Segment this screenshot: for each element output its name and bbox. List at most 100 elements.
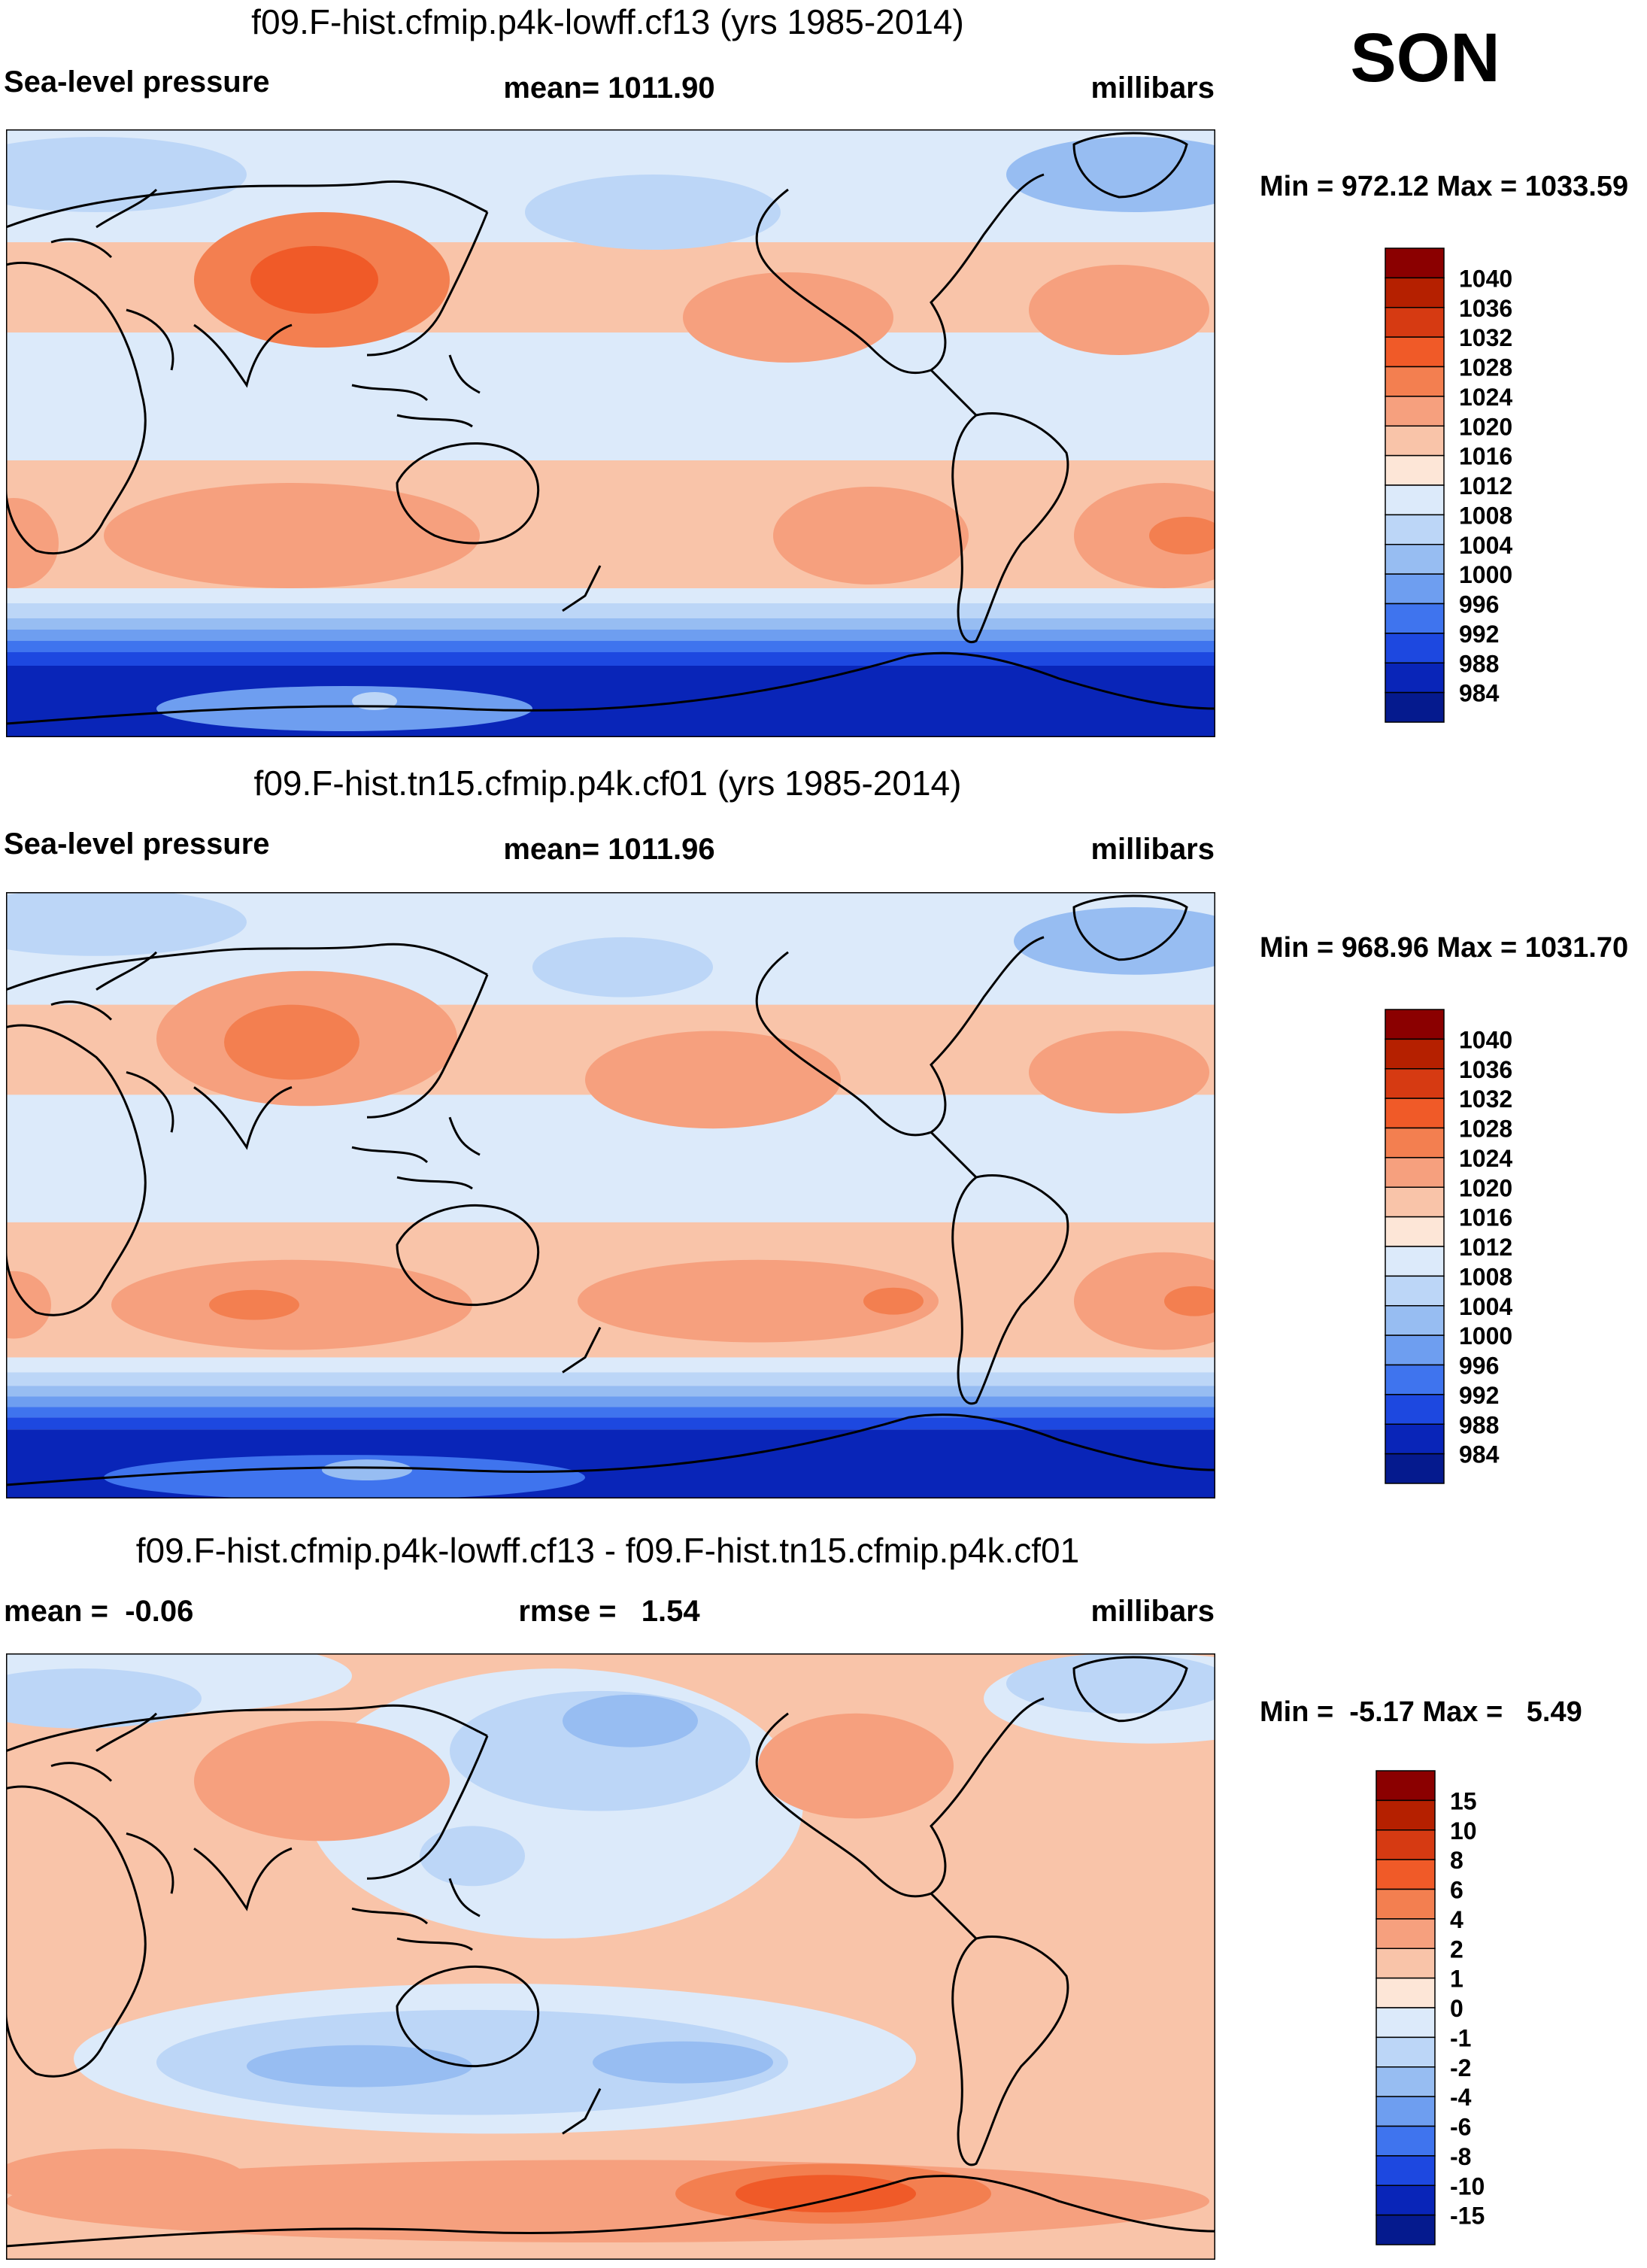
panel-1-cell-spac-high	[104, 483, 480, 588]
colorbar-swatch	[1385, 514, 1445, 545]
colorbar-tick-label: -2	[1450, 2054, 1471, 2081]
panel-2-cell-antarctica-2	[322, 1459, 412, 1481]
panel-3-cell-asia-pos	[194, 1720, 450, 1841]
panel-3-minmax: Min = -5.17 Max = 5.49	[1260, 1696, 1582, 1728]
colorbar-swatch	[1385, 1305, 1445, 1336]
colorbar-tick-label: 988	[1459, 1411, 1499, 1438]
colorbar-tick-label: -15	[1450, 2203, 1485, 2230]
panel-1-cell-aleutian-low	[525, 175, 781, 250]
colorbar-swatch	[1376, 2007, 1436, 2039]
colorbar-tick-label: 1020	[1459, 1174, 1512, 1201]
colorbar-tick-label: 1004	[1459, 532, 1512, 559]
colorbar-swatch	[1376, 2125, 1436, 2157]
colorbar-tick-label: -8	[1450, 2143, 1471, 2170]
colorbar-tick-label: 0	[1450, 1995, 1463, 2022]
panel-3: f09.F-hist.cfmip.p4k-lowff.cf13 - f09.F-…	[4, 1531, 1582, 2260]
colorbar-tick-label: 1040	[1459, 1026, 1512, 1053]
panel-2-cell-asia-core	[224, 1004, 359, 1080]
panel-1-cell-asia-core	[250, 246, 378, 314]
colorbar-swatch	[1385, 1127, 1445, 1158]
colorbar-swatch	[1385, 1038, 1445, 1070]
colorbar-tick-label: 1008	[1459, 502, 1512, 529]
panel-3-title: f09.F-hist.cfmip.p4k-lowff.cf13 - f09.F-…	[136, 1531, 1079, 1570]
panel-2-left-label: Sea-level pressure	[4, 827, 270, 861]
colorbar-swatch	[1385, 396, 1445, 427]
panel-3-cell-namer-pos	[758, 1713, 954, 1819]
colorbar-tick-label: 992	[1459, 621, 1499, 648]
colorbar-tick-label: 4	[1450, 1906, 1463, 1933]
panel-3-cell-so-pos6	[736, 2175, 916, 2213]
colorbar-swatch	[1376, 1829, 1436, 1860]
colorbar-swatch	[1376, 1799, 1436, 1831]
colorbar-swatch	[1376, 2096, 1436, 2127]
colorbar-swatch	[1385, 573, 1445, 605]
colorbar-swatch	[1376, 1770, 1436, 1802]
colorbar-tick-label: 1040	[1459, 265, 1512, 292]
panel-3-cell-so-west	[6, 2148, 247, 2209]
panel-2-cell-spac-core	[209, 1289, 299, 1320]
panel-3-units-label: millibars	[1090, 1595, 1215, 1628]
panel-1-colorbar: 1040103610321028102410201016101210081004…	[1385, 247, 1512, 723]
colorbar-swatch	[1385, 454, 1445, 486]
colorbar-tick-label: 6	[1450, 1877, 1463, 1904]
colorbar-swatch	[1376, 1888, 1436, 1920]
panel-1: f09.F-hist.cfmip.p4k-lowff.cf13 (yrs 198…	[4, 2, 1628, 737]
colorbar-tick-label: -6	[1450, 2114, 1471, 2141]
panel-2-units-label: millibars	[1090, 833, 1215, 866]
colorbar-tick-label: 1036	[1459, 295, 1512, 322]
colorbar-swatch	[1376, 2185, 1436, 2216]
panel-1-cell-satl-high	[1074, 483, 1215, 588]
panel-2-band-so-2	[6, 1372, 1215, 1386]
panel-2-cell-satl-high	[1074, 1252, 1215, 1350]
panel-3-cell-spac-neg2	[156, 2009, 788, 2115]
colorbar-swatch	[1376, 1948, 1436, 1979]
colorbar-swatch	[1376, 1918, 1436, 1949]
colorbar-tick-label: 996	[1459, 1353, 1499, 1380]
panel-2-cell-sepac-core	[863, 1287, 924, 1315]
colorbar-tick-label: 992	[1459, 1382, 1499, 1409]
panel-2-title: f09.F-hist.tn15.cfmip.p4k.cf01 (yrs 1985…	[254, 764, 962, 803]
panel-3-cell-npac-neg4	[563, 1694, 698, 1747]
colorbar-tick-label: 1016	[1459, 443, 1512, 470]
colorbar-tick-label: -4	[1450, 2084, 1472, 2111]
colorbar-tick-label: 1028	[1459, 1116, 1512, 1143]
panel-1-left-label: Sea-level pressure	[4, 65, 270, 99]
colorbar-tick-label: 988	[1459, 650, 1499, 677]
panel-1-cell-natl-high	[1029, 265, 1209, 355]
colorbar-tick-label: 1032	[1459, 1085, 1512, 1113]
panel-1-cell-satl-core	[1149, 517, 1215, 554]
colorbar-swatch	[1376, 2214, 1436, 2245]
colorbar-tick-label: 1004	[1459, 1293, 1512, 1320]
colorbar-tick-label: 1032	[1459, 324, 1512, 351]
colorbar-tick-label: 1000	[1459, 561, 1512, 588]
panel-2-cell-satl-core	[1164, 1286, 1215, 1316]
colorbar-swatch	[1376, 1859, 1436, 1890]
panel-1-cell-iceland-low	[1006, 137, 1215, 212]
panel-1-band-so-1	[6, 588, 1215, 603]
colorbar-tick-label: 2	[1450, 1936, 1463, 1963]
colorbar-swatch	[1385, 307, 1445, 338]
colorbar-tick-label: 1012	[1459, 1234, 1512, 1261]
panel-2-cell-aleutian-low	[532, 937, 713, 997]
colorbar-swatch	[1385, 1216, 1445, 1247]
season-label: SON	[1350, 20, 1500, 96]
panel-1-band-so-6	[6, 652, 1215, 666]
panel-3-map	[6, 1653, 1215, 2260]
colorbar-swatch	[1385, 1246, 1445, 1277]
colorbar-swatch	[1385, 1423, 1445, 1455]
panel-1-units-label: millibars	[1090, 71, 1215, 105]
panel-2-minmax: Min = 968.96 Max = 1031.70	[1260, 932, 1628, 964]
panel-2-mean-label: mean= 1011.96	[503, 833, 714, 866]
colorbar-swatch	[1385, 544, 1445, 575]
panel-1-map	[6, 129, 1215, 737]
colorbar-swatch	[1385, 691, 1445, 723]
panel-2: f09.F-hist.tn15.cfmip.p4k.cf01 (yrs 1985…	[4, 764, 1628, 1498]
panel-1-band-so-3	[6, 618, 1215, 630]
colorbar-swatch	[1385, 633, 1445, 663]
colorbar-swatch	[1385, 366, 1445, 397]
panel-2-cell-sepac-high	[578, 1259, 939, 1343]
colorbar-tick-label: 1	[1450, 1966, 1463, 1993]
panel-2-map	[6, 892, 1215, 1498]
